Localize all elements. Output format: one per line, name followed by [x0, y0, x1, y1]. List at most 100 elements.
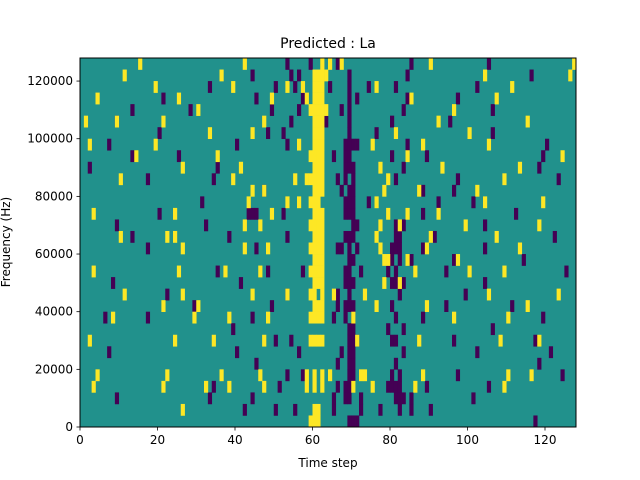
heatmap-cell-negative	[533, 334, 538, 347]
heatmap-cell-positive	[308, 288, 313, 301]
heatmap-cell-positive	[320, 173, 325, 186]
heatmap-cell-negative	[351, 207, 356, 220]
heatmap-cell-negative	[107, 138, 112, 151]
heatmap-cell-positive	[506, 311, 511, 324]
heatmap-cell-positive	[165, 369, 170, 382]
heatmap-cell-negative	[200, 196, 205, 209]
heatmap-cell-positive	[320, 219, 325, 232]
heatmap-cell-positive	[506, 369, 511, 382]
heatmap-cell-positive	[262, 334, 267, 347]
heatmap-cell-negative	[114, 219, 120, 232]
heatmap-cell-positive	[517, 161, 523, 174]
heatmap-cell-positive	[324, 104, 329, 116]
heatmap-cell-negative	[397, 369, 402, 382]
heatmap-cell-positive	[320, 104, 325, 116]
heatmap-cell-positive	[312, 115, 317, 128]
heatmap-cell-negative	[475, 81, 480, 93]
heatmap-cell-negative	[351, 334, 356, 347]
heatmap-cell-positive	[173, 230, 178, 243]
heatmap-cell-negative	[254, 207, 259, 220]
heatmap-cell-negative	[347, 127, 352, 140]
heatmap-cell-positive	[370, 380, 375, 393]
heatmap-cell-negative	[300, 265, 306, 278]
heatmap-cell-positive	[316, 254, 321, 266]
heatmap-cell-negative	[254, 357, 259, 370]
heatmap-cell-positive	[258, 265, 263, 278]
heatmap-cell-positive	[312, 334, 317, 347]
heatmap-cell-positive	[231, 81, 236, 93]
x-tick-label: 0	[76, 433, 84, 447]
heatmap-cell-positive	[316, 242, 321, 255]
heatmap-cell-positive	[180, 242, 185, 255]
heatmap-cell-positive	[312, 81, 317, 93]
heatmap-cell-positive	[525, 115, 530, 128]
heatmap-cell-positive	[362, 288, 368, 301]
heatmap-cell-negative	[266, 127, 271, 140]
heatmap-cell-positive	[320, 58, 325, 70]
heatmap-cell-positive	[118, 173, 123, 186]
heatmap-cell-negative	[393, 219, 399, 232]
y-axis: 0 20000 40000 60000 80000 100000 120000	[27, 74, 80, 434]
heatmap-cell-negative	[397, 380, 402, 393]
heatmap-cell-positive	[452, 104, 457, 116]
heatmap-cell-positive	[405, 207, 410, 220]
heatmap-cell-positive	[320, 127, 325, 140]
heatmap-cell-positive	[308, 173, 313, 186]
heatmap-cell-negative	[390, 369, 395, 382]
y-tick-label: 120000	[27, 74, 73, 88]
heatmap-cell-negative	[351, 357, 356, 370]
heatmap-cell-negative	[343, 311, 348, 324]
heatmap-cell-negative	[409, 254, 414, 266]
heatmap-cell-negative	[448, 115, 453, 128]
heatmap-cell-positive	[250, 184, 255, 197]
heatmap-cell-positive	[312, 254, 317, 266]
heatmap-cell-negative	[269, 104, 275, 116]
heatmap-cell-positive	[308, 196, 313, 209]
heatmap-cell-negative	[397, 230, 402, 243]
heatmap-cell-negative	[405, 138, 410, 151]
y-tick-label: 0	[65, 420, 73, 434]
heatmap-cell-negative	[211, 173, 216, 186]
heatmap-cell-positive	[428, 230, 433, 243]
heatmap-cell-positive	[95, 369, 100, 382]
heatmap-cell-negative	[273, 334, 278, 347]
heatmap-cell-negative	[490, 323, 495, 336]
heatmap-cell-negative	[401, 277, 406, 289]
heatmap-cell-positive	[138, 58, 143, 70]
heatmap-cell-positive	[316, 230, 321, 243]
heatmap-cell-positive	[320, 369, 325, 382]
heatmap-cell-negative	[335, 300, 340, 312]
heatmap-cell-negative	[355, 219, 360, 232]
heatmap-cell-positive	[204, 380, 209, 393]
heatmap-cell-negative	[343, 230, 348, 243]
heatmap-cell-negative	[165, 288, 170, 301]
heatmap-cell-positive	[316, 277, 321, 289]
heatmap-cell-positive	[312, 219, 317, 232]
y-tick-label: 80000	[35, 189, 73, 203]
heatmap-cell-positive	[87, 138, 92, 151]
heatmap-cell-negative	[401, 323, 406, 336]
heatmap-cell-negative	[343, 265, 348, 278]
heatmap-cell-positive	[312, 184, 317, 197]
heatmap-cell-negative	[514, 207, 519, 220]
heatmap-cell-negative	[281, 127, 286, 140]
heatmap-cell-positive	[308, 415, 313, 428]
heatmap-cell-positive	[266, 311, 271, 324]
heatmap-cell-positive	[486, 288, 492, 301]
heatmap-cell-positive	[320, 334, 325, 347]
heatmap-cell-positive	[316, 127, 321, 140]
heatmap-cell-negative	[130, 104, 135, 116]
heatmap-cell-positive	[207, 127, 213, 140]
heatmap-cell-positive	[219, 369, 224, 382]
heatmap-cell-positive	[269, 207, 275, 220]
heatmap-cell-positive	[320, 150, 325, 163]
heatmap-cell-negative	[390, 380, 395, 393]
heatmap-cell-negative	[351, 254, 356, 266]
heatmap-cell-negative	[378, 403, 383, 416]
heatmap-cell-negative	[359, 392, 364, 405]
heatmap-cell-negative	[204, 219, 209, 232]
heatmap-cell-positive	[308, 219, 313, 232]
heatmap-cell-positive	[312, 150, 317, 163]
heatmap-cell-positive	[382, 184, 387, 197]
heatmap-cell-negative	[548, 346, 554, 359]
